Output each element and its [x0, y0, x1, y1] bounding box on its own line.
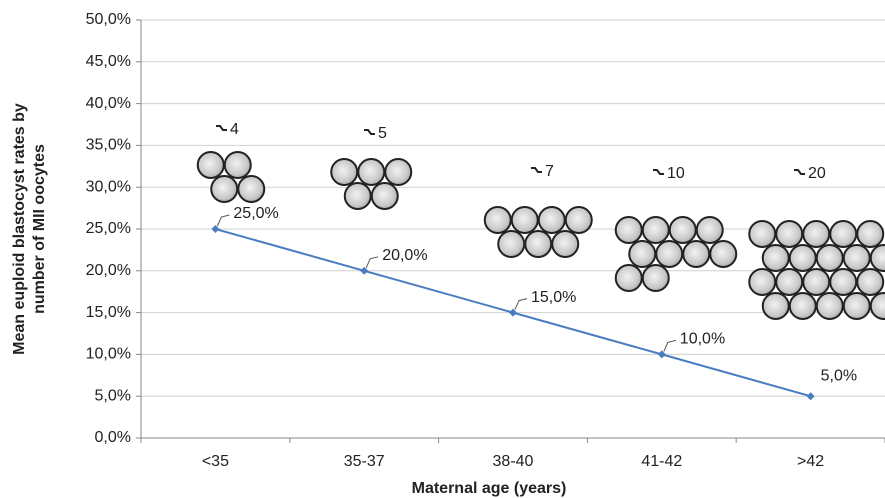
- oocyte: [225, 152, 251, 178]
- oocyte: [485, 207, 511, 233]
- y-tick-label: 50,0%: [86, 11, 131, 28]
- y-tick-label: 0,0%: [95, 429, 131, 446]
- x-axis-title: Maternal age (years): [412, 480, 567, 497]
- y-axis-title-line: number of MII oocytes: [31, 144, 48, 314]
- oocyte: [776, 269, 802, 295]
- y-tick-label: 30,0%: [86, 178, 131, 195]
- chart: Maternal age (years) Mean euploid blasto…: [0, 0, 885, 498]
- oocyte: [857, 221, 883, 247]
- value-label: 10,0%: [680, 331, 725, 348]
- oocyte: [871, 293, 885, 319]
- oocyte: [331, 159, 357, 185]
- y-tick-label: 45,0%: [86, 53, 131, 70]
- x-tick-label: 41-42: [641, 453, 682, 470]
- leader-line: [515, 299, 527, 310]
- y-tick-label: 40,0%: [86, 95, 131, 112]
- value-label: 5,0%: [821, 367, 857, 384]
- leader-line: [664, 340, 676, 351]
- oocyte: [763, 293, 789, 319]
- x-tick-label: 38-40: [493, 453, 534, 470]
- y-axis-title-line: Mean euploid blastocyst rates by: [11, 103, 28, 355]
- oocyte: [372, 183, 398, 209]
- count-icon: [653, 170, 664, 174]
- count-label: 5: [378, 125, 387, 142]
- oocyte: [238, 176, 264, 202]
- y-axis-title: Mean euploid blastocyst rates by number …: [11, 103, 48, 355]
- oocyte: [566, 207, 592, 233]
- oocyte: [211, 176, 237, 202]
- oocyte: [498, 231, 524, 257]
- oocyte: [358, 159, 384, 185]
- count-label: 20: [808, 165, 826, 182]
- count-icon: [531, 168, 542, 172]
- y-tick-label: 20,0%: [86, 262, 131, 279]
- oocyte: [763, 245, 789, 271]
- oocyte: [643, 265, 669, 291]
- oocyte: [525, 231, 551, 257]
- oocyte: [803, 269, 829, 295]
- oocyte: [817, 245, 843, 271]
- oocyte: [844, 245, 870, 271]
- marker: [211, 225, 219, 233]
- oocyte: [643, 217, 669, 243]
- count-label: 4: [230, 121, 239, 138]
- oocyte: [670, 217, 696, 243]
- oocyte: [345, 183, 371, 209]
- count-icon: [364, 130, 375, 134]
- marker: [360, 267, 368, 275]
- oocyte: [817, 293, 843, 319]
- count-icon: [794, 170, 805, 174]
- oocyte: [512, 207, 538, 233]
- y-tick-label: 15,0%: [86, 304, 131, 321]
- oocyte: [710, 241, 736, 267]
- x-tick-label: >42: [797, 453, 824, 470]
- oocyte: [385, 159, 411, 185]
- oocyte: [616, 265, 642, 291]
- leader-line: [217, 215, 229, 226]
- oocyte: [776, 221, 802, 247]
- y-tick-label: 35,0%: [86, 137, 131, 154]
- oocyte: [749, 221, 775, 247]
- oocyte: [857, 269, 883, 295]
- marker: [807, 392, 815, 400]
- x-tick-label: 35-37: [344, 453, 385, 470]
- value-label: 15,0%: [531, 289, 576, 306]
- oocyte: [616, 217, 642, 243]
- leader-line: [366, 257, 378, 268]
- oocyte: [749, 269, 775, 295]
- oocyte: [871, 245, 885, 271]
- oocyte: [198, 152, 224, 178]
- oocyte: [683, 241, 709, 267]
- oocyte: [844, 293, 870, 319]
- marker: [658, 350, 666, 358]
- oocyte: [629, 241, 655, 267]
- oocyte: [830, 221, 856, 247]
- oocyte: [790, 293, 816, 319]
- y-tick-label: 25,0%: [86, 220, 131, 237]
- count-label: 10: [667, 165, 685, 182]
- oocyte: [830, 269, 856, 295]
- y-tick-label: 10,0%: [86, 346, 131, 363]
- marker: [509, 309, 517, 317]
- oocyte: [552, 231, 578, 257]
- count-icon: [216, 126, 227, 130]
- count-label: 7: [545, 163, 554, 180]
- oocyte: [790, 245, 816, 271]
- x-tick-label: <35: [202, 453, 229, 470]
- y-tick-label: 5,0%: [95, 387, 131, 404]
- oocyte: [697, 217, 723, 243]
- value-label: 20,0%: [382, 247, 427, 264]
- oocyte: [539, 207, 565, 233]
- oocyte: [656, 241, 682, 267]
- value-label: 25,0%: [233, 205, 278, 222]
- oocyte: [803, 221, 829, 247]
